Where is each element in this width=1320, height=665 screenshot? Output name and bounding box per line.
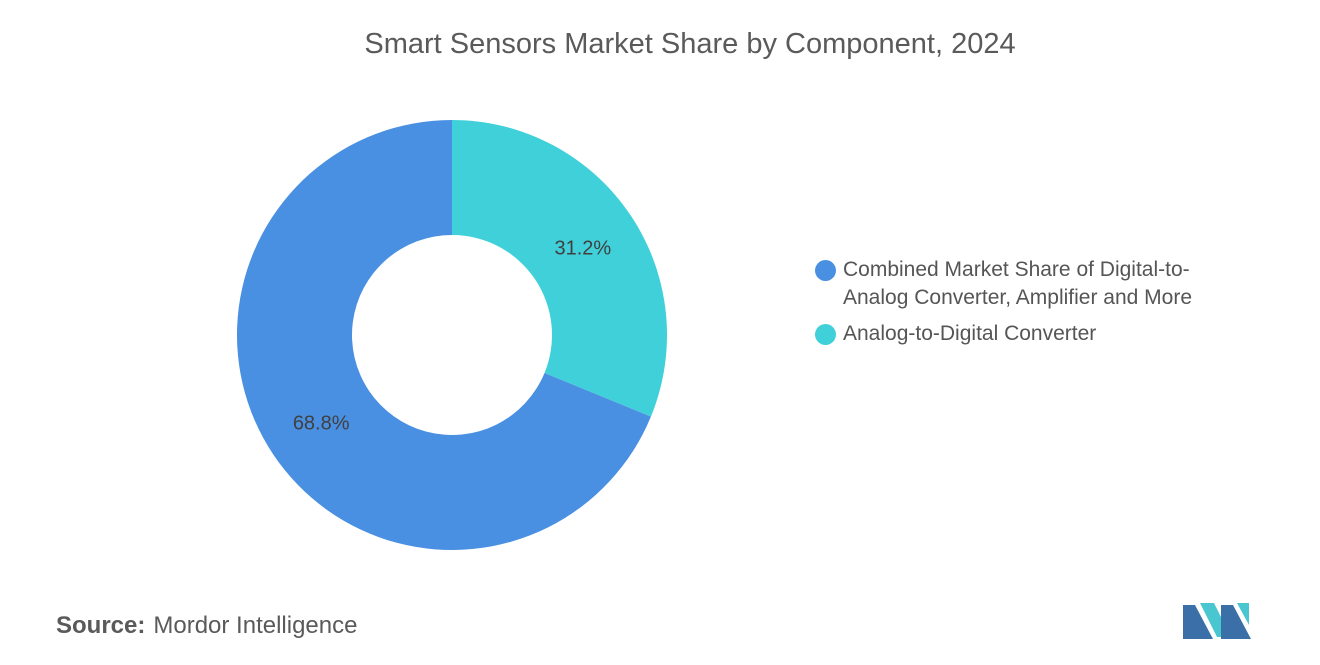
value-label-adc: 31.2% <box>554 237 611 259</box>
source-note: Source: Mordor Intelligence <box>56 612 357 640</box>
donut-slice-combined <box>236 120 651 550</box>
source-text: Mordor Intelligence <box>153 612 358 639</box>
value-label-combined: 68.8% <box>293 413 350 435</box>
legend-label-combined: Combined Market Share of Digital-to-Anal… <box>843 258 1193 309</box>
donut-chart: 31.2% 68.8% <box>236 120 667 550</box>
donut-value-labels: 31.2% 68.8% <box>293 237 612 434</box>
source-label: Source: <box>56 612 146 639</box>
chart-legend: Combined Market Share of Digital-to-Anal… <box>815 256 1255 356</box>
legend-swatch-combined <box>815 260 836 281</box>
legend-label-adc: Analog-to-Digital Converter <box>843 322 1097 345</box>
mordor-intelligence-logo-icon <box>1183 603 1251 639</box>
legend-swatch-adc <box>815 324 836 345</box>
donut-slices <box>236 120 667 550</box>
chart-title: Smart Sensors Market Share by Component,… <box>364 28 1016 60</box>
donut-slice-adc <box>452 120 667 417</box>
legend-item-combined: Combined Market Share of Digital-to-Anal… <box>815 256 1255 312</box>
legend-item-adc: Analog-to-Digital Converter <box>815 320 1255 348</box>
